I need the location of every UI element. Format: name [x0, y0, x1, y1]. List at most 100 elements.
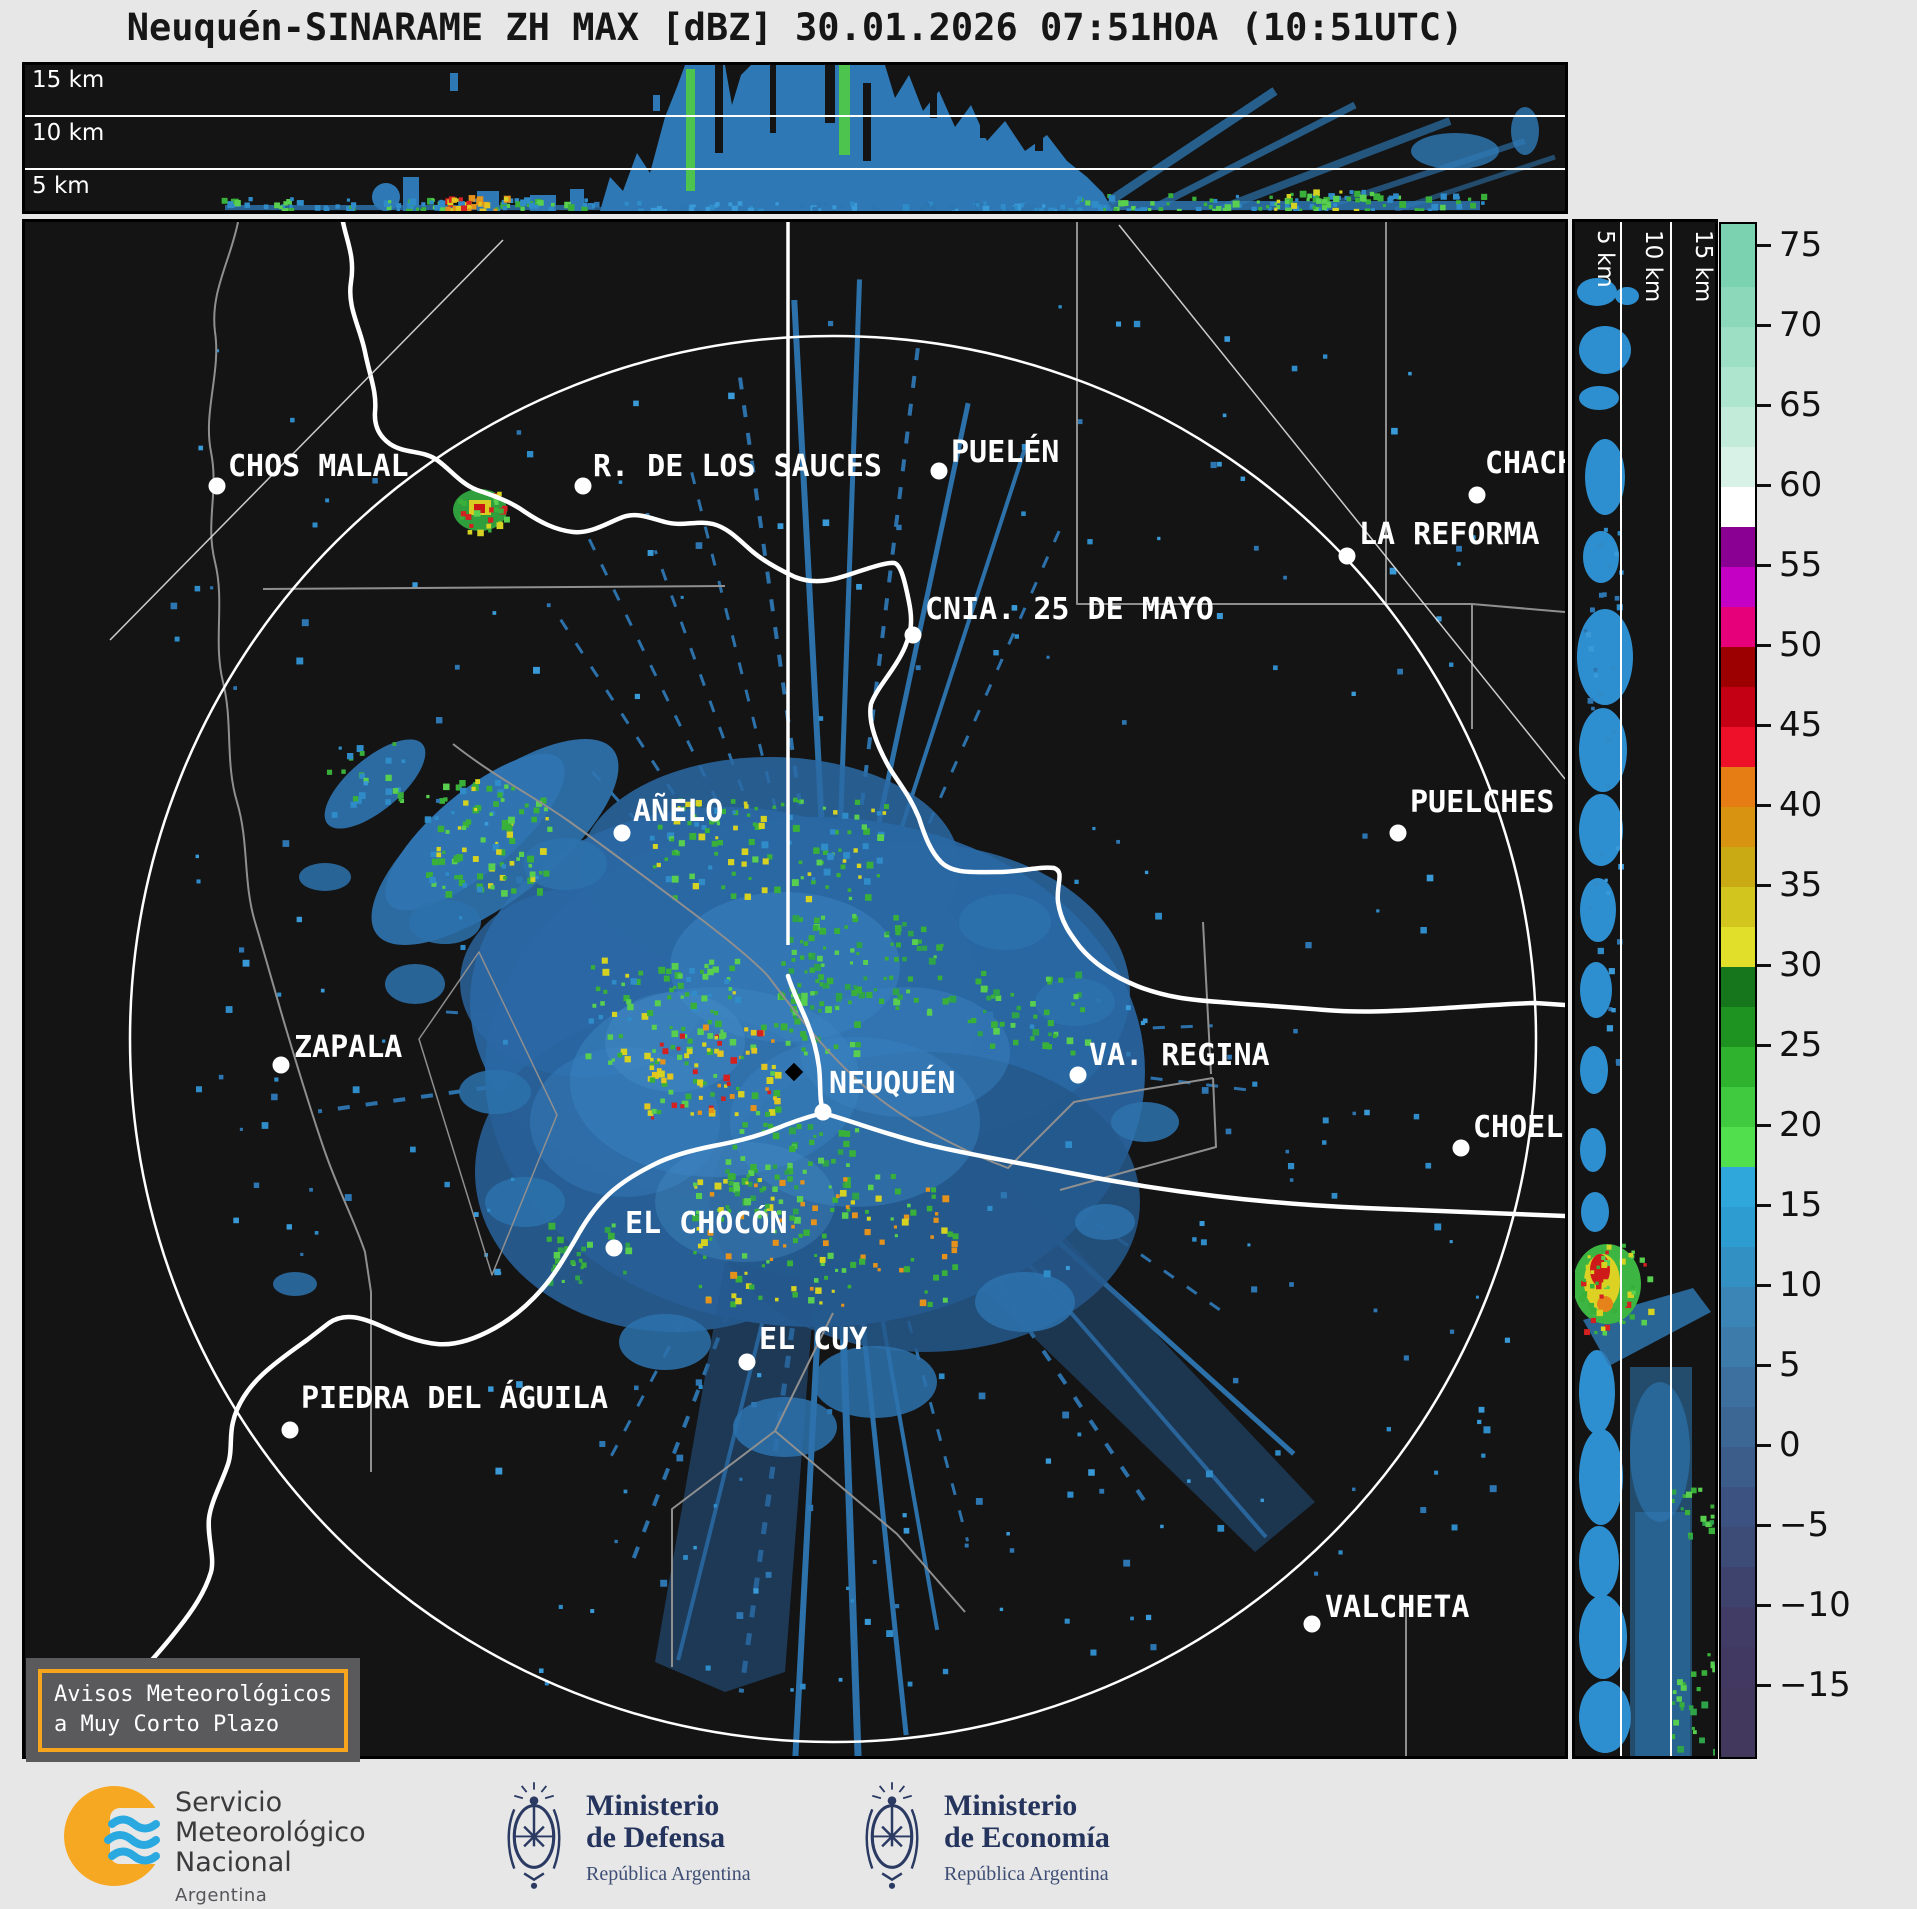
echo-speckle	[1042, 1042, 1050, 1050]
colorbar-tick	[1757, 1284, 1771, 1287]
echo-speckle	[927, 1008, 932, 1014]
echo-speckle	[1339, 190, 1343, 194]
echo-speckle	[647, 1010, 654, 1017]
echo-speckle	[864, 878, 871, 885]
echo-speckle	[733, 1182, 740, 1189]
echo-speckle	[621, 982, 625, 987]
echo-speckle	[1588, 1302, 1595, 1309]
echo-speckle	[964, 1543, 969, 1548]
city-marker	[613, 824, 631, 842]
colorbar-tick-label: 15	[1779, 1185, 1823, 1225]
echo-speckle	[445, 891, 453, 898]
echo-speckle	[855, 1042, 861, 1048]
echo-speckle	[581, 1246, 587, 1252]
echo-speckle	[777, 1210, 782, 1215]
echo-speckle	[1621, 1300, 1628, 1307]
echo-speckle	[372, 478, 378, 484]
echo-speckle	[1238, 204, 1242, 208]
echo-speckle	[732, 1144, 738, 1150]
echo-speckle	[1611, 730, 1616, 735]
echo-speckle	[1417, 208, 1425, 211]
echo-speckle	[703, 1255, 707, 1260]
echo-speckle	[729, 965, 735, 972]
echo-speckle	[774, 1071, 782, 1079]
echo-speckle	[1701, 1701, 1709, 1709]
echo-speckle	[920, 205, 926, 211]
echo-speckle	[982, 205, 990, 211]
echo-speckle	[1331, 1192, 1338, 1199]
echo-speckle	[1140, 207, 1148, 211]
echo-speckle	[991, 1021, 998, 1028]
echo-speckle	[720, 808, 726, 815]
echo-speckle	[775, 202, 779, 206]
echo-speckle	[1077, 196, 1083, 202]
echo-speckle	[853, 985, 858, 989]
echo-speckle	[758, 1178, 763, 1182]
echo-speckle	[808, 1297, 815, 1304]
echo-speckle	[933, 1274, 940, 1281]
echo-speckle	[633, 1385, 639, 1391]
echo-speckle	[350, 801, 357, 808]
echo-speckle	[924, 202, 930, 209]
echo-speckle	[856, 942, 863, 948]
echo-speckle	[714, 1182, 722, 1190]
echo-speckle	[819, 1001, 825, 1007]
echo-speckle	[1427, 208, 1432, 211]
echo-speckle	[766, 1077, 774, 1084]
echo-speckle	[537, 890, 543, 896]
echo-speckle	[1030, 1036, 1035, 1041]
echo-speckle	[942, 1297, 948, 1303]
echo-speckle	[426, 794, 430, 799]
echo-speckle	[438, 858, 446, 865]
echo-speckle	[706, 1048, 711, 1052]
echo-speckle	[731, 871, 736, 876]
echo-speckle	[1299, 190, 1307, 198]
echo-speckle	[1291, 202, 1298, 209]
echo-speckle	[777, 523, 784, 530]
echo-speckle	[617, 1052, 623, 1058]
echo-speckle	[286, 1224, 292, 1230]
echo-speckle	[1467, 197, 1472, 201]
echo-speckle	[529, 203, 535, 209]
echo-speckle	[678, 798, 683, 804]
echo-speckle	[1251, 206, 1257, 211]
echo-speckle	[1160, 1524, 1164, 1529]
echo-speckle	[1382, 204, 1386, 208]
echo-speckle	[478, 201, 482, 206]
echo-speckle	[271, 1093, 278, 1101]
echo-speckle	[1071, 1002, 1075, 1006]
echo-speckle	[858, 875, 862, 879]
echo-speckle	[385, 799, 391, 805]
echo-speckle	[1286, 197, 1293, 205]
echo-speckle	[497, 491, 502, 497]
echo-speckle	[942, 1195, 950, 1203]
colorbar-tick	[1757, 404, 1771, 407]
echo-speckle	[1598, 691, 1604, 698]
echo-speckle	[800, 1031, 807, 1038]
echo-speckle	[866, 991, 873, 999]
echo-speckle	[695, 1379, 703, 1386]
echo-speckle	[1213, 198, 1218, 203]
echo-speckle	[405, 208, 413, 211]
echo-speckle	[822, 849, 829, 855]
echo-speckle	[455, 205, 462, 211]
city-marker	[930, 462, 948, 480]
echo-speckle	[1195, 206, 1202, 211]
echo-speckle	[781, 961, 786, 966]
echo-speckle	[1012, 205, 1018, 211]
echo-speckle	[462, 847, 467, 853]
echo-speckle	[488, 1386, 494, 1392]
echo-speckle	[767, 1090, 772, 1095]
echo-speckle	[930, 1187, 937, 1193]
echo-speckle	[872, 1559, 877, 1564]
echo-speckle	[1475, 1295, 1479, 1299]
echo-speckle	[1322, 1140, 1327, 1145]
echo-speckle	[750, 1029, 757, 1036]
echo-speckle	[656, 862, 661, 868]
echo-speckle	[351, 205, 355, 210]
echo-speckle	[443, 783, 450, 791]
echo-speckle	[1108, 195, 1116, 202]
echo-speckle	[1699, 1737, 1705, 1744]
echo-speckle	[1321, 205, 1327, 211]
echo-speckle	[715, 202, 720, 207]
